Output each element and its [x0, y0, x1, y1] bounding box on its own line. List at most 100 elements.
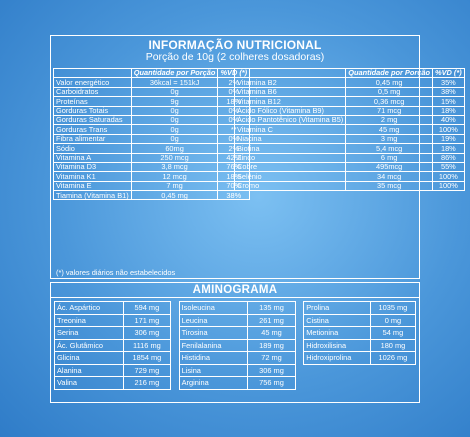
column-gap [295, 352, 304, 365]
nutrient-name: Fibra alimentar [53, 133, 132, 145]
column-gap [295, 339, 304, 352]
amino-acid-quantity: 171 mg [122, 313, 172, 327]
amino-acid-name: Isoleucina [178, 301, 249, 315]
table-row: Sódio 60mg 2% [53, 143, 251, 154]
amino-acid-quantity: 261 mg [247, 313, 296, 327]
nutrient-name: Proteínas [53, 96, 132, 107]
table-row: Niacina 3 mg 19% [233, 133, 465, 145]
nutrient-daily-value: 38% [217, 190, 251, 201]
amino-acid-name: Metionina [303, 326, 371, 340]
nutrient-quantity: 250 mcg [130, 152, 219, 163]
column-gap [171, 364, 180, 377]
nutrient-daily-value: 86% [432, 152, 465, 163]
table-row: Vitamina A 250 mcg 42% [53, 152, 251, 163]
nutrient-quantity: 45 mg [345, 124, 433, 135]
amino-acid-quantity [370, 364, 415, 377]
amino-acid-quantity: 135 mg [247, 301, 296, 315]
amino-acid-name: Prolina [303, 301, 371, 315]
nutrient-quantity: 3 mg [345, 133, 433, 145]
table-row: Vitamina D3 3,8 mcg 76% [53, 161, 251, 173]
table-row: Cobre 495mcg 55% [233, 161, 465, 173]
column-gap [295, 314, 304, 327]
column-gap [295, 327, 304, 340]
table-row: Vitamina B6 0,5 mg 38% [233, 86, 465, 98]
nutrient-quantity: 6 mg [345, 152, 433, 163]
table-row: Vitamina B2 0,45 mg 35% [233, 77, 465, 88]
nutrient-quantity: 495mcg [345, 161, 433, 173]
nutrition-facts-panel: INFORMAÇÃO NUTRICIONAL Porção de 10g (2 … [50, 35, 465, 279]
nutrient-daily-value: 38% [432, 86, 465, 98]
nutrient-name: Biotina [233, 143, 347, 154]
table-row: Biotina 5,4 mcg 18% [233, 143, 465, 154]
column-gap [171, 327, 180, 340]
nutrition-title-block: INFORMAÇÃO NUTRICIONAL Porção de 10g (2 … [51, 36, 419, 63]
table-row: Glicina 1854 mg Histidina 72 mg Hidroxiproli… [54, 351, 417, 365]
table-header-row: Quantidade por Porção %VD (*) [53, 67, 251, 79]
nutrient-name: Gorduras Saturadas [53, 114, 132, 126]
column-gap [171, 377, 180, 390]
nutrient-quantity: 0,45 mg [345, 77, 433, 88]
nutrient-name: Cobre [233, 161, 347, 173]
aminogram-table: Ác. Aspártico 594 mg Isoleucina 135 mg Proli… [54, 301, 417, 390]
nutrient-name: Tiamina (Vitamina B1) [53, 190, 132, 201]
nutrient-daily-value: 100% [432, 171, 465, 182]
nutrient-daily-value: 40% [432, 114, 465, 126]
nutrient-name: Ácido Fólico (Vitamina B9) [233, 105, 347, 116]
column-gap [171, 314, 180, 327]
column-gap [295, 377, 304, 390]
column-gap [171, 302, 180, 315]
amino-acid-name: Hidroxilisina [303, 338, 371, 352]
amino-acid-name: Ác. Aspártico [54, 301, 124, 315]
table-row: Carboidratos 0g 0% [53, 86, 251, 98]
amino-acid-name: Serina [54, 326, 124, 340]
table-row: Proteínas 9g 18% [53, 96, 251, 107]
nutrient-name: Ácido Pantotênico (Vitamina B5) [233, 114, 347, 126]
nutrient-quantity: 0g [130, 86, 219, 98]
amino-acid-name: Hidroxiprolina [303, 351, 371, 365]
amino-acid-quantity: 189 mg [247, 338, 296, 352]
table-row: Gorduras Saturadas 0g 0% [53, 114, 251, 126]
nutrient-daily-value: 100% [432, 180, 465, 192]
nutrition-table-left: Quantidade por Porção %VD (*) Valor ener… [53, 67, 251, 201]
nutrient-quantity: 35 mcg [345, 180, 433, 192]
table-row: Fibra alimentar 0g 0% [53, 133, 251, 145]
amino-acid-name: Glicina [54, 351, 124, 365]
table-row: Treonina 171 mg Leucina 261 mg Cistina 0 mg [54, 313, 417, 327]
column-gap [171, 352, 180, 365]
amino-acid-name: Leucina [178, 313, 249, 327]
amino-acid-quantity: 1116 mg [122, 338, 172, 352]
column-gap [295, 364, 304, 377]
table-row: Cromo 35 mcg 100% [233, 180, 465, 192]
table-row: Alanina 729 mg Lisina 306 mg [54, 363, 416, 377]
table-row: Ácido Pantotênico (Vitamina B5) 2 mg 40% [233, 114, 465, 126]
nutrient-quantity: 0g [130, 105, 219, 116]
amino-acid-quantity: 45 mg [247, 326, 296, 340]
nutrient-quantity: 0,45 mg [130, 190, 219, 201]
amino-acid-quantity [370, 377, 415, 390]
nutrient-name: Cromo [233, 180, 347, 192]
nutrient-quantity: 0g [130, 124, 219, 135]
amino-acid-name: Lisina [178, 363, 249, 377]
header-vd-label: %VD (*) [432, 67, 465, 79]
amino-acid-quantity: 729 mg [122, 363, 172, 377]
amino-acid-name: Cistina [303, 313, 371, 327]
amino-acid-quantity: 306 mg [122, 326, 172, 340]
table-row: Tiamina (Vitamina B1) 0,45 mg 38% [53, 190, 251, 201]
nutrient-name: Vitamina B6 [233, 86, 347, 98]
nutrient-quantity: 0,36 mcg [345, 96, 433, 107]
nutrient-daily-value: 55% [432, 161, 465, 173]
table-row: Gorduras Trans 0g ** [53, 124, 251, 135]
amino-acid-name [304, 377, 371, 390]
nutrient-name: Carboidratos [53, 86, 132, 98]
table-row: Gorduras Totais 0g 0% [53, 105, 251, 116]
nutrient-daily-value: 18% [432, 105, 465, 116]
header-quantity-label: Quantidade por Porção [345, 67, 433, 79]
nutrient-quantity: 34 mcg [345, 171, 433, 182]
amino-acid-quantity: 0 mg [369, 313, 417, 327]
nutrient-quantity: 3,8 mcg [130, 161, 219, 173]
nutrition-table-right: Quantidade por Porção %VD (*) Vitamina B… [233, 67, 465, 192]
nutrient-name: Vitamina E [53, 180, 132, 192]
amino-acid-name: Histidina [178, 351, 249, 365]
nutrient-quantity: 12 mcg [130, 171, 219, 182]
